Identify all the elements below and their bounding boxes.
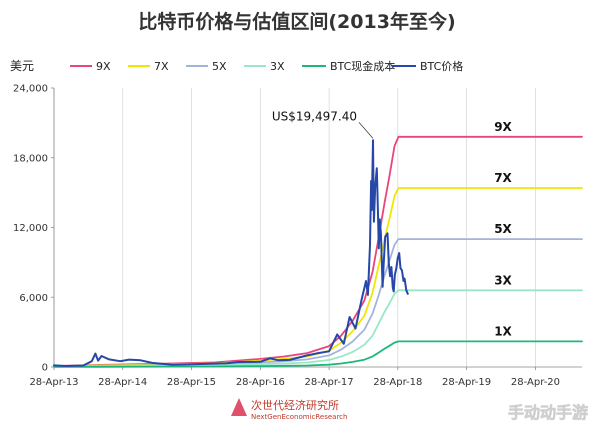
x-tick-label: 28-Apr-20 bbox=[511, 377, 560, 388]
peak-annotation-leader bbox=[358, 122, 374, 139]
x-tick-label: 28-Apr-13 bbox=[29, 377, 78, 388]
x-tick-label: 28-Apr-15 bbox=[167, 377, 216, 388]
legend-label-5X: 5X bbox=[212, 60, 227, 73]
x-tick-label: 28-Apr-16 bbox=[236, 377, 285, 388]
multiple-labels: 9X 7X 5X 3X 1X bbox=[494, 120, 512, 339]
x-tick-label: 28-Apr-18 bbox=[373, 377, 422, 388]
legend-label-3X: 3X bbox=[270, 60, 285, 73]
y-axis-ticks: 24,000 18,000 12,000 6,000 0 bbox=[13, 84, 54, 374]
grid bbox=[53, 88, 582, 368]
multiple-label-5X: 5X bbox=[494, 222, 512, 236]
series-line-5X bbox=[53, 238, 583, 368]
watermark-logo-icon bbox=[231, 398, 247, 416]
watermark: 次世代经济研究所 NextGenEconomicResearch bbox=[231, 398, 347, 421]
legend-label-BTC现金成本: BTC现金成本 bbox=[330, 59, 395, 73]
y-axis-label: 美元 bbox=[10, 59, 34, 73]
x-tick-label: 28-Apr-17 bbox=[305, 377, 354, 388]
x-tick-label: 28-Apr-19 bbox=[442, 377, 491, 388]
y-tick-label: 18,000 bbox=[13, 153, 48, 164]
multiple-label-7X: 7X bbox=[494, 171, 512, 185]
y-tick-label: 0 bbox=[42, 363, 48, 374]
legend: 9X 7X 5X 3X BTC现金成本 BTC价格 bbox=[70, 59, 463, 73]
watermark-text: 次世代经济研究所 bbox=[251, 398, 339, 412]
chart-title: 比特币价格与估值区间(2013年至今) bbox=[138, 10, 455, 33]
multiple-label-3X: 3X bbox=[494, 273, 512, 287]
x-axis-ticks: 28-Apr-13 28-Apr-14 28-Apr-15 28-Apr-16 28-A… bbox=[29, 367, 560, 388]
corner-watermark: 手动动手游 bbox=[508, 403, 588, 422]
watermark-subtext: NextGenEconomicResearch bbox=[251, 413, 347, 421]
y-tick-label: 12,000 bbox=[13, 223, 48, 234]
series-line-BTC现金成本 bbox=[53, 340, 583, 368]
series-line-9X bbox=[53, 135, 583, 367]
series-line-BTC价格 bbox=[53, 139, 409, 367]
legend-label-7X: 7X bbox=[154, 60, 169, 73]
y-tick-label: 24,000 bbox=[13, 84, 48, 95]
y-tick-label: 6,000 bbox=[19, 293, 48, 304]
x-tick-label: 28-Apr-14 bbox=[98, 377, 147, 388]
multiple-label-9X: 9X bbox=[494, 120, 512, 134]
legend-label-BTC价格: BTC价格 bbox=[420, 59, 463, 73]
legend-label-9X: 9X bbox=[96, 60, 111, 73]
multiple-label-1X: 1X bbox=[494, 324, 512, 338]
peak-annotation: US$19,497.40 bbox=[272, 109, 374, 139]
series-line-3X bbox=[53, 289, 583, 368]
series-lines bbox=[53, 135, 583, 368]
peak-annotation-text: US$19,497.40 bbox=[272, 109, 357, 123]
